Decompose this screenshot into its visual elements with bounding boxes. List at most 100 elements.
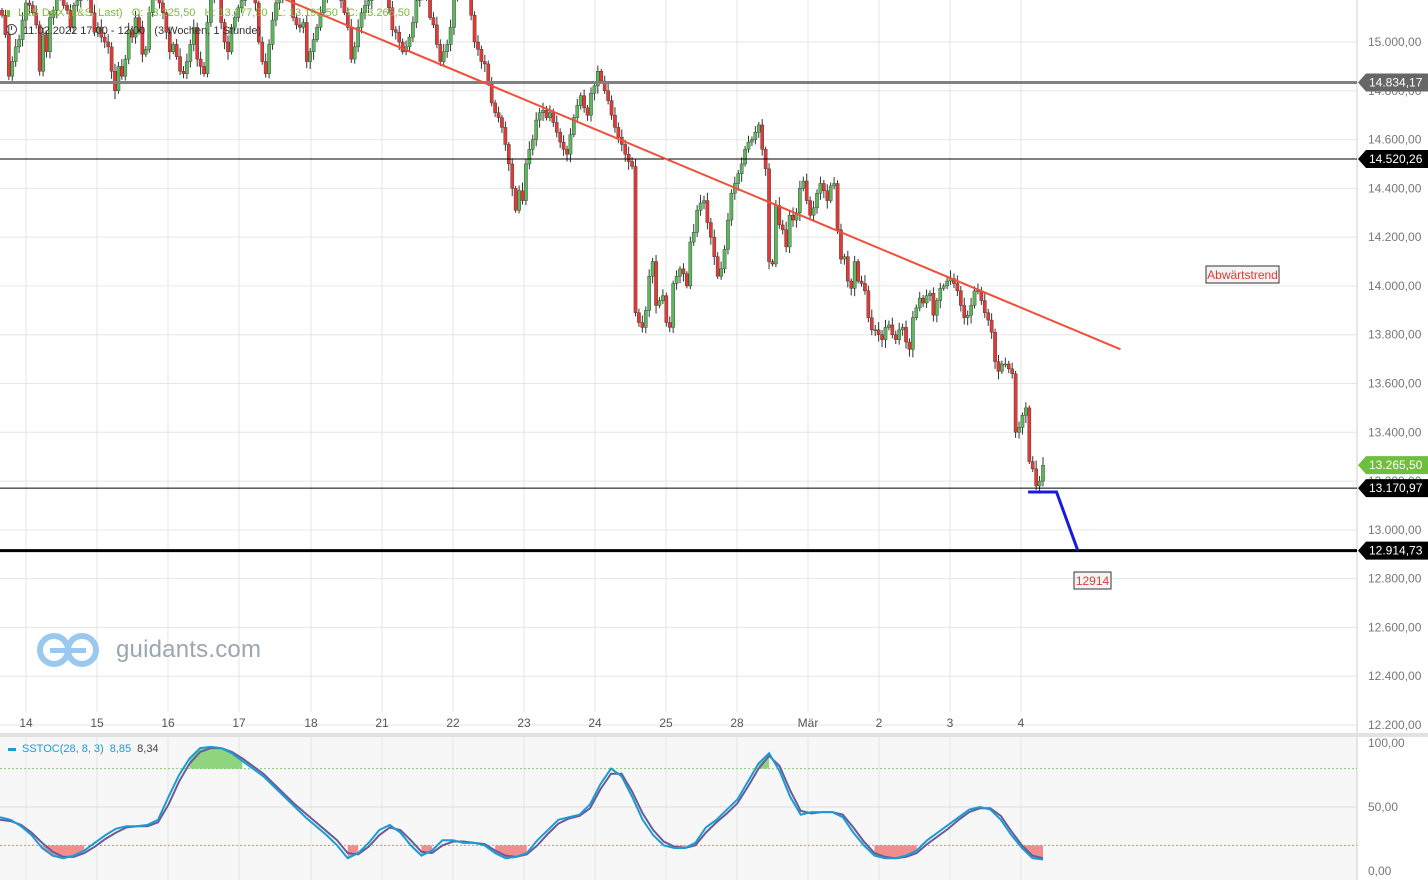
x-tick-label: 24 bbox=[588, 716, 602, 730]
x-tick-label: 22 bbox=[446, 716, 460, 730]
candle-down bbox=[263, 61, 268, 74]
x-tick-label: 14 bbox=[19, 716, 33, 730]
candle-up bbox=[698, 202, 703, 211]
x-tick-label: 23 bbox=[517, 716, 531, 730]
candle-up bbox=[123, 58, 128, 77]
candle-up bbox=[852, 261, 857, 289]
candle-down bbox=[955, 283, 960, 292]
panel-divider bbox=[0, 733, 1428, 737]
candle-up bbox=[911, 317, 915, 350]
y-tick-label: 12.800,00 bbox=[1368, 572, 1422, 586]
candle-down bbox=[907, 341, 912, 350]
candle-up bbox=[674, 275, 679, 284]
candle-up bbox=[736, 173, 741, 184]
candle-down bbox=[431, 17, 436, 26]
candle-down bbox=[438, 44, 443, 62]
candle-down bbox=[609, 100, 614, 116]
candle-down bbox=[109, 46, 114, 72]
candle-down bbox=[99, 27, 104, 38]
candle-up bbox=[191, 27, 196, 45]
candle-up bbox=[726, 219, 730, 250]
candle-up bbox=[671, 283, 675, 328]
candle-up bbox=[691, 232, 696, 243]
candle-down bbox=[921, 297, 925, 304]
candle-down bbox=[784, 229, 788, 248]
candle-down bbox=[616, 127, 621, 138]
trendline-label-box bbox=[1205, 265, 1280, 284]
candle-down bbox=[304, 22, 309, 62]
candle-up bbox=[20, 19, 25, 40]
y-tick-label: 13.000,00 bbox=[1368, 523, 1422, 537]
candle-up bbox=[48, 17, 52, 52]
candle-up bbox=[883, 327, 888, 340]
candle-down bbox=[606, 90, 610, 101]
candle-up bbox=[417, 0, 422, 1]
candle-up bbox=[17, 39, 21, 48]
candle-up bbox=[414, 0, 419, 23]
candle-down bbox=[486, 63, 491, 84]
high-value: H: 13.277,50 bbox=[204, 7, 268, 19]
candle-up bbox=[1037, 480, 1042, 487]
trendline-label: Abwärtstrend bbox=[1207, 268, 1278, 282]
candle-up bbox=[1003, 363, 1008, 366]
candle-down bbox=[804, 180, 809, 201]
candle-up bbox=[78, 0, 83, 1]
y-tick-label: 12.200,00 bbox=[1368, 718, 1422, 732]
candle-up bbox=[746, 141, 751, 150]
candle-down bbox=[92, 12, 97, 33]
candle-down bbox=[664, 295, 669, 323]
candle-up bbox=[917, 297, 922, 309]
candle-down bbox=[106, 41, 110, 48]
instrument-info: ▮ L&S DAX (L&S, Last) O: 13.225,50 H: 13.… bbox=[6, 7, 410, 19]
candle-up bbox=[534, 119, 538, 140]
candle-down bbox=[400, 41, 405, 52]
candle-up bbox=[972, 290, 977, 306]
candle-down bbox=[780, 224, 785, 231]
candle-up bbox=[72, 5, 76, 28]
candle-down bbox=[880, 334, 884, 340]
candle-down bbox=[1010, 368, 1014, 374]
candle-up bbox=[301, 22, 306, 28]
candle-up bbox=[322, 0, 326, 13]
candle-down bbox=[825, 190, 830, 201]
candle-down bbox=[667, 322, 672, 328]
candle-down bbox=[178, 56, 182, 72]
candle-up bbox=[873, 329, 878, 332]
candle-down bbox=[582, 95, 586, 109]
candle-down bbox=[130, 29, 134, 38]
candle-down bbox=[962, 305, 967, 318]
candle-up bbox=[897, 329, 901, 340]
series-dash-icon bbox=[8, 747, 16, 751]
candle-down bbox=[294, 17, 299, 26]
candle-up bbox=[1024, 407, 1028, 416]
candle-up bbox=[209, 0, 213, 23]
oscillator-legend: SSTOC(28, 8, 3) 8,85 8,34 bbox=[8, 743, 159, 755]
candle-down bbox=[195, 27, 199, 60]
candle-up bbox=[541, 110, 545, 113]
candle-down bbox=[856, 261, 860, 282]
candle-down bbox=[561, 141, 566, 150]
candle-down bbox=[37, 24, 42, 72]
candle-up bbox=[445, 44, 449, 52]
candle-up bbox=[363, 5, 367, 13]
candle-down bbox=[291, 0, 295, 18]
candle-down bbox=[520, 190, 525, 201]
candle-up bbox=[753, 132, 758, 140]
candle-down bbox=[904, 327, 908, 343]
candle-up bbox=[537, 112, 542, 121]
candle-up bbox=[352, 46, 357, 60]
candle-down bbox=[709, 222, 713, 238]
candle-down bbox=[808, 200, 812, 216]
x-tick-label: 15 bbox=[90, 716, 104, 730]
candle-down bbox=[623, 144, 628, 155]
y-tick-label: 14.000,00 bbox=[1368, 279, 1422, 293]
grid-group bbox=[0, 0, 1357, 880]
candle-down bbox=[859, 280, 864, 284]
candle-down bbox=[202, 66, 206, 74]
candle-up bbox=[661, 295, 665, 301]
x-tick-label: 18 bbox=[304, 716, 318, 730]
x-tick-label: 21 bbox=[375, 716, 389, 730]
candle-down bbox=[510, 163, 515, 189]
candle-up bbox=[359, 12, 364, 28]
